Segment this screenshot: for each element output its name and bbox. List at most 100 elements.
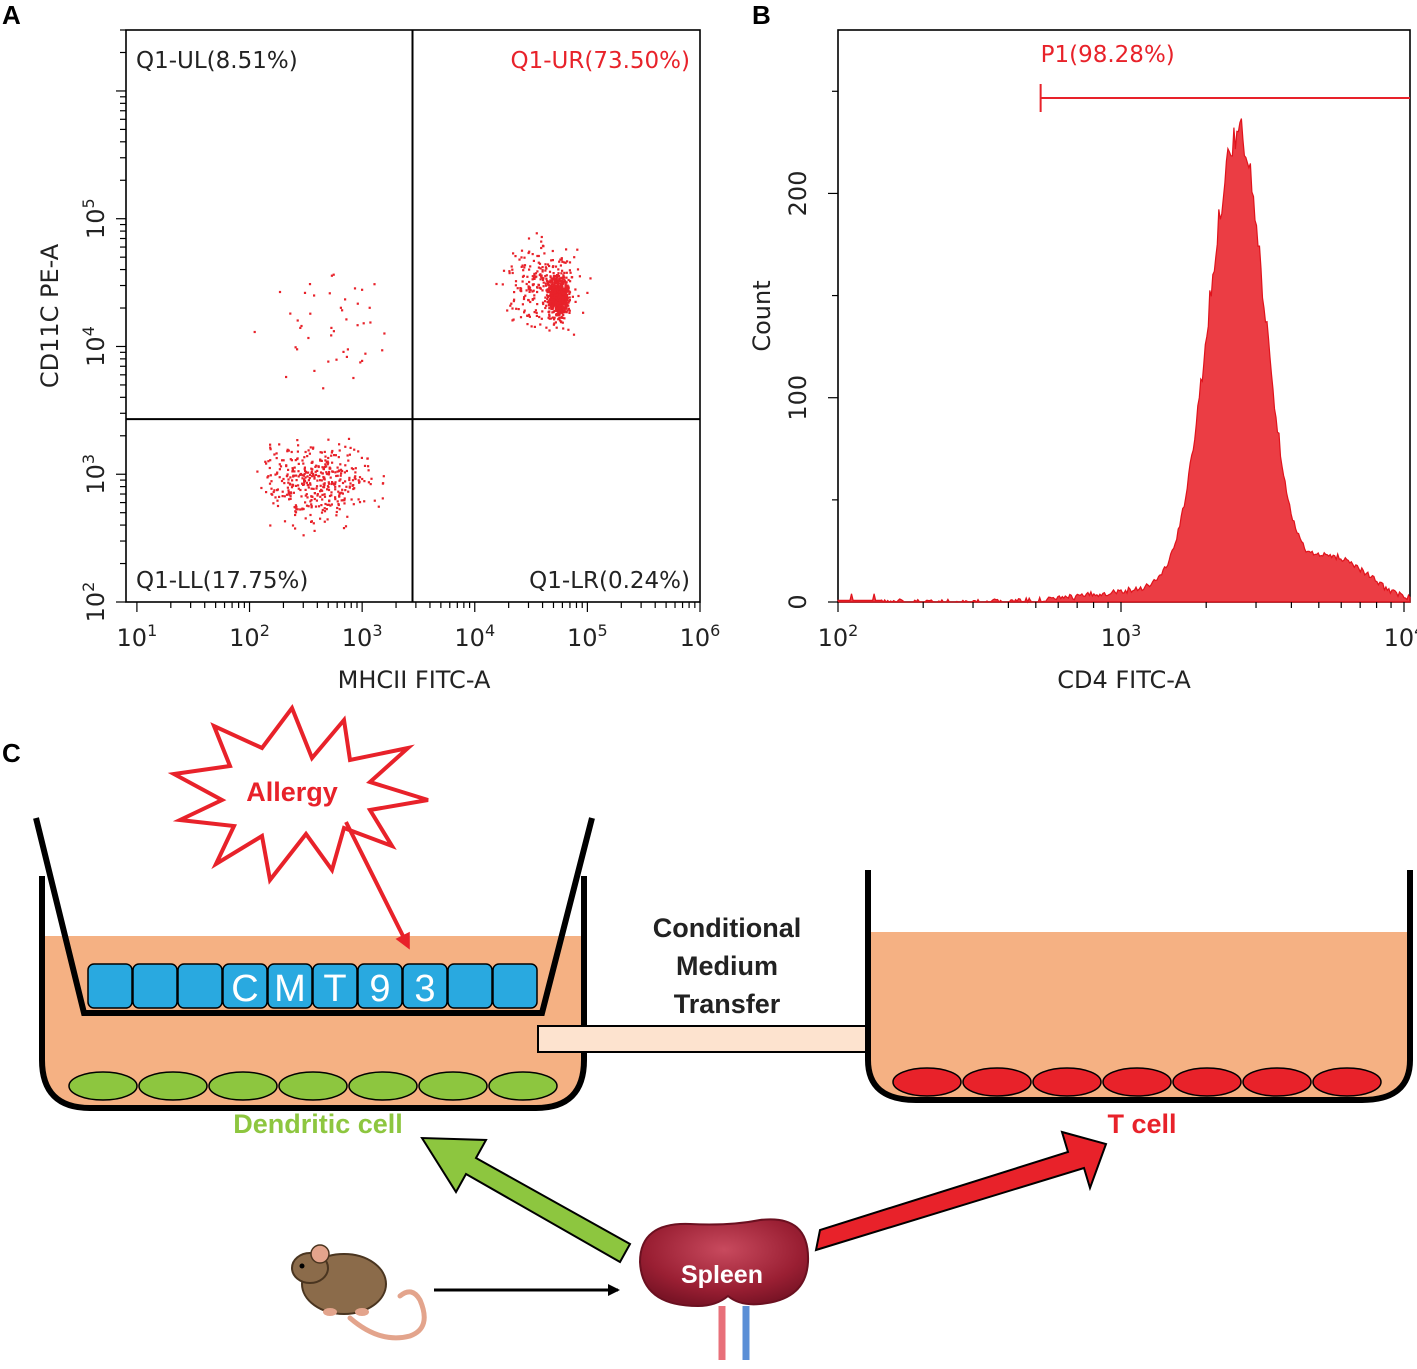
- scatter-point: [548, 314, 551, 317]
- scatter-point: [550, 288, 553, 291]
- scatter-point: [557, 302, 560, 305]
- scatter-point: [327, 486, 330, 489]
- scatter-point: [546, 301, 549, 304]
- spleen-body: [638, 1218, 810, 1308]
- scatter-point: [291, 524, 295, 527]
- scatter-point: [558, 282, 561, 285]
- scatter-point: [560, 315, 563, 318]
- scatter-point: [568, 311, 571, 314]
- scatter-point: [562, 274, 565, 277]
- y-tick-label: 103: [79, 454, 110, 495]
- scatter-point: [559, 287, 562, 290]
- scatter-point: [552, 310, 555, 314]
- scatter-point: [555, 284, 558, 288]
- scatter-point: [517, 308, 520, 311]
- scatter-point: [327, 482, 331, 485]
- scatter-point: [382, 475, 385, 478]
- scatter-point: [557, 297, 560, 300]
- scatter-point: [522, 269, 525, 272]
- dendritic-cell: [348, 1071, 418, 1101]
- scatter-point: [295, 508, 298, 511]
- scatter-point: [303, 291, 307, 294]
- scatter-point: [532, 289, 535, 292]
- scatter-point: [562, 327, 565, 330]
- scatter-point: [541, 266, 544, 269]
- scatter-point: [574, 300, 577, 303]
- scatter-point: [343, 471, 346, 474]
- scatter-point: [271, 493, 274, 496]
- scatter-point: [314, 470, 317, 473]
- scatter-point: [562, 276, 565, 279]
- scatter-point: [541, 310, 544, 313]
- scatter-point: [546, 297, 549, 300]
- scatter-point: [324, 455, 327, 458]
- mouse-tail: [347, 1289, 427, 1341]
- scatter-point: [369, 483, 372, 486]
- scatter-point: [288, 498, 291, 501]
- scatter-point: [528, 290, 531, 293]
- scatter-point: [565, 281, 568, 284]
- scatter-point: [270, 487, 273, 490]
- transfer-label-line2: Medium: [676, 951, 778, 981]
- scatter-point: [522, 297, 526, 301]
- scatter-point: [567, 328, 570, 331]
- scatter-point: [290, 459, 293, 462]
- scatter-point: [555, 326, 558, 329]
- scatter-point: [287, 468, 290, 471]
- allergy-label: Allergy: [246, 777, 338, 807]
- scatter-point: [353, 287, 357, 290]
- scatter-point: [321, 508, 324, 512]
- scatter-point: [560, 257, 563, 260]
- scatter-point: [519, 289, 522, 292]
- scatter-point: [568, 299, 571, 302]
- scatter-point: [572, 333, 576, 336]
- scatter-point: [541, 269, 544, 272]
- scatter-point: [526, 323, 529, 326]
- scatter-point: [346, 454, 349, 457]
- scatter-point: [548, 317, 551, 320]
- scatter-point: [544, 269, 547, 272]
- scatter-point: [330, 326, 333, 329]
- scatter-point: [330, 274, 333, 277]
- scatter-point: [291, 479, 294, 482]
- dendritic-cell-label: Dendritic cell: [233, 1109, 403, 1139]
- scatter-point: [289, 497, 292, 500]
- scatter-point: [323, 482, 326, 485]
- scatter-point: [556, 275, 559, 278]
- scatter-point: [381, 482, 384, 485]
- scatter-point: [283, 482, 286, 485]
- scatter-point: [514, 255, 517, 258]
- scatter-point: [531, 253, 534, 256]
- scatter-point: [285, 493, 289, 496]
- scatter-point: [286, 448, 289, 451]
- scatter-point: [552, 277, 555, 280]
- scatter-point: [554, 321, 557, 324]
- scatter-point: [548, 270, 552, 273]
- scatter-point: [309, 483, 312, 486]
- scatter-point: [531, 298, 534, 301]
- scatter-point: [551, 296, 554, 299]
- scatter-point: [354, 471, 357, 474]
- scatter-point: [551, 249, 554, 253]
- scatter-point: [560, 279, 564, 282]
- scatter-point: [309, 482, 312, 485]
- scatter-point: [366, 457, 369, 460]
- scatter-point: [301, 482, 304, 485]
- scatter-point: [290, 486, 294, 489]
- scatter-point: [348, 478, 351, 482]
- scatter-point: [285, 464, 288, 467]
- scatter-point: [368, 306, 371, 309]
- scatter-point: [302, 474, 305, 477]
- left-well-wall: [39, 876, 587, 1111]
- scatter-point: [281, 459, 284, 462]
- scatter-point: [323, 495, 327, 498]
- scatter-point: [347, 437, 351, 440]
- scatter-point: [557, 296, 560, 299]
- scatter-point: [356, 324, 359, 327]
- scatter-point: [319, 451, 322, 454]
- red-arrow-to-tcell: [814, 1130, 1108, 1252]
- scatter-point: [560, 272, 563, 275]
- scatter-point: [348, 485, 351, 488]
- scatter-point: [544, 266, 547, 269]
- scatter-point: [335, 358, 338, 361]
